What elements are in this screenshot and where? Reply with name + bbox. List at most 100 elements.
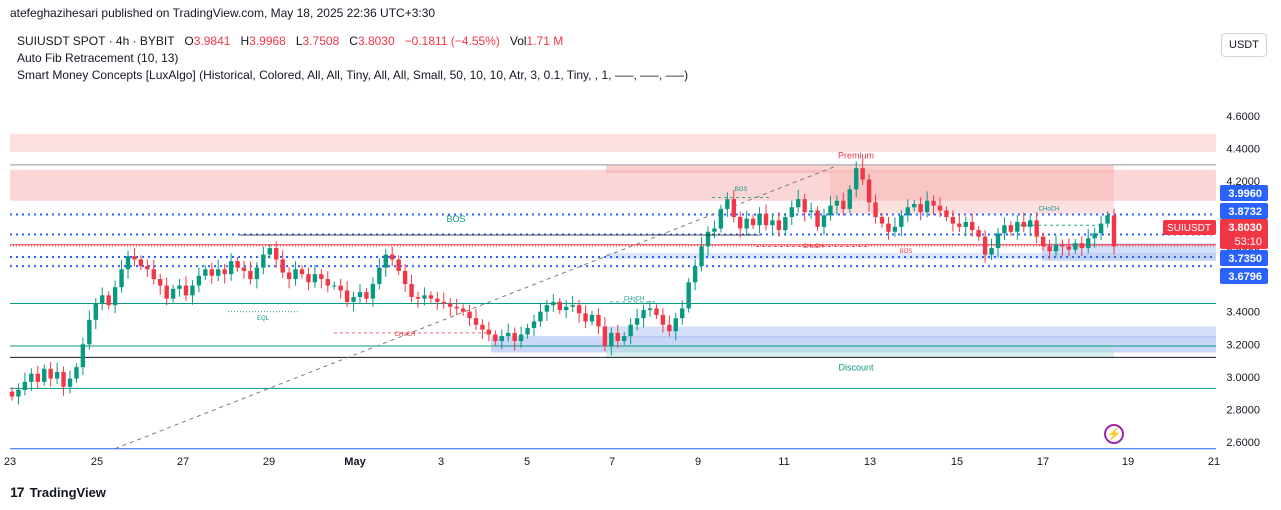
premium-zone-right — [830, 173, 1114, 214]
y-tick-label: 4.6000 — [1226, 111, 1260, 123]
indicator-fib[interactable]: Auto Fib Retracement (10, 13) — [17, 51, 179, 65]
candle-body — [634, 318, 640, 325]
annotation-label: BOS — [900, 249, 913, 255]
indicator-smc[interactable]: Smart Money Concepts [LuxAlgo] (Historic… — [17, 68, 689, 82]
y-tick-label: 4.4000 — [1226, 144, 1260, 156]
candle-body — [1053, 244, 1059, 252]
candle-body — [912, 204, 917, 208]
candle-body — [377, 267, 382, 284]
candle-body — [325, 279, 330, 286]
footer-brand[interactable]: 17 TradingView — [10, 484, 106, 500]
candle-body — [1034, 220, 1039, 237]
lightning-icon[interactable]: ⚡ — [1104, 424, 1124, 444]
candle-body — [692, 266, 698, 283]
candle-body — [357, 292, 363, 297]
candle-body — [473, 318, 479, 325]
candle-body — [841, 200, 846, 209]
candle-body — [1086, 238, 1091, 249]
zones-layer — [10, 133, 1216, 358]
candle-body — [312, 274, 318, 283]
candle-body — [9, 391, 15, 397]
price-label-box — [1220, 250, 1268, 266]
candle-body — [1021, 221, 1026, 227]
candle-body — [1092, 233, 1097, 239]
low-label: L — [295, 34, 303, 48]
tradingview-logo-icon: 17 — [10, 484, 25, 500]
candle-body — [576, 305, 582, 314]
candle-body — [551, 301, 556, 306]
candle-body — [299, 269, 305, 275]
candle-body — [422, 295, 427, 299]
candle-body — [518, 334, 524, 342]
currency-button[interactable]: USDT — [1221, 33, 1267, 57]
symbol-label[interactable]: SUIUSDT SPOT · 4h · BYBIT — [17, 34, 175, 48]
time-axis: 23 25 27 29 May 3 5 7 9 11 13 15 17 19 21 — [4, 456, 1220, 468]
y-tick-label: 3.0000 — [1226, 372, 1260, 384]
candle-body — [1098, 223, 1104, 234]
candle-body — [899, 215, 904, 227]
candle-body — [744, 218, 749, 229]
candle-body — [190, 285, 195, 296]
candle-body — [699, 246, 704, 266]
candle-body — [222, 269, 227, 275]
candle-body — [609, 332, 614, 346]
annotations-layer: Premium BOS BOS CHoCH CHoCH CHoCH CHoCH BOS EQL D… — [228, 150, 1104, 372]
candle-body — [74, 367, 79, 379]
candle-body — [802, 199, 807, 213]
candle-body — [647, 308, 653, 311]
candle-body — [641, 310, 646, 319]
candle-body — [866, 179, 872, 203]
annotation-label: Discount — [838, 362, 874, 372]
candle-body — [254, 267, 260, 280]
candle-body — [448, 303, 453, 307]
candle-body — [821, 215, 827, 227]
candle-body — [106, 295, 111, 306]
candle-body — [119, 269, 124, 288]
candle-body — [203, 269, 208, 276]
candle-body — [686, 282, 691, 309]
symbol-badge — [1163, 220, 1216, 235]
candle-body — [982, 236, 988, 255]
demand-zone-right — [1042, 243, 1216, 262]
candle-body — [731, 199, 736, 218]
annotation-label: BOS — [735, 187, 748, 193]
x-tick-label: 3 — [438, 456, 444, 468]
candle-body — [628, 324, 633, 337]
demand-zone-mid — [606, 252, 1216, 260]
candle-body — [280, 259, 285, 273]
candle-body — [286, 272, 292, 280]
candle-body — [757, 213, 762, 226]
candle-body — [976, 230, 981, 237]
candle-body — [441, 301, 446, 304]
candle-body — [415, 297, 421, 299]
x-tick-label: May — [344, 456, 366, 468]
y-tick-label: 4.0000 — [1226, 209, 1260, 221]
y-tick-label: 4.2000 — [1226, 176, 1260, 188]
candle-body — [467, 311, 472, 319]
annotation-label: CHoCH — [624, 296, 645, 302]
candle-body — [428, 295, 434, 299]
candle-body — [344, 290, 350, 302]
candle-body — [164, 285, 169, 299]
x-tick-label: 17 — [1037, 456, 1049, 468]
candle-body — [596, 314, 601, 327]
candle-body — [1060, 244, 1065, 247]
x-tick-label: 19 — [1122, 456, 1134, 468]
candle-body — [138, 259, 144, 266]
candle-body — [183, 285, 189, 296]
candle-body — [216, 269, 221, 276]
candle-body — [1028, 220, 1033, 227]
change-value: −0.1811 (−4.55%) — [404, 34, 500, 48]
candle-body — [364, 292, 369, 299]
close-value: 3.8030 — [357, 34, 395, 48]
candle-body — [886, 223, 891, 232]
ohlc-row[interactable]: SUIUSDT SPOT · 4h · BYBIT O3.9841 H3.996… — [17, 33, 688, 50]
candle-body — [847, 189, 852, 209]
candle-body — [783, 217, 788, 231]
premium-zone — [10, 169, 1216, 201]
candle-body — [306, 274, 311, 283]
candle-body — [654, 308, 659, 315]
footer-brand-label: TradingView — [29, 484, 106, 500]
candle-body — [42, 368, 47, 382]
x-tick-label: 15 — [951, 456, 963, 468]
